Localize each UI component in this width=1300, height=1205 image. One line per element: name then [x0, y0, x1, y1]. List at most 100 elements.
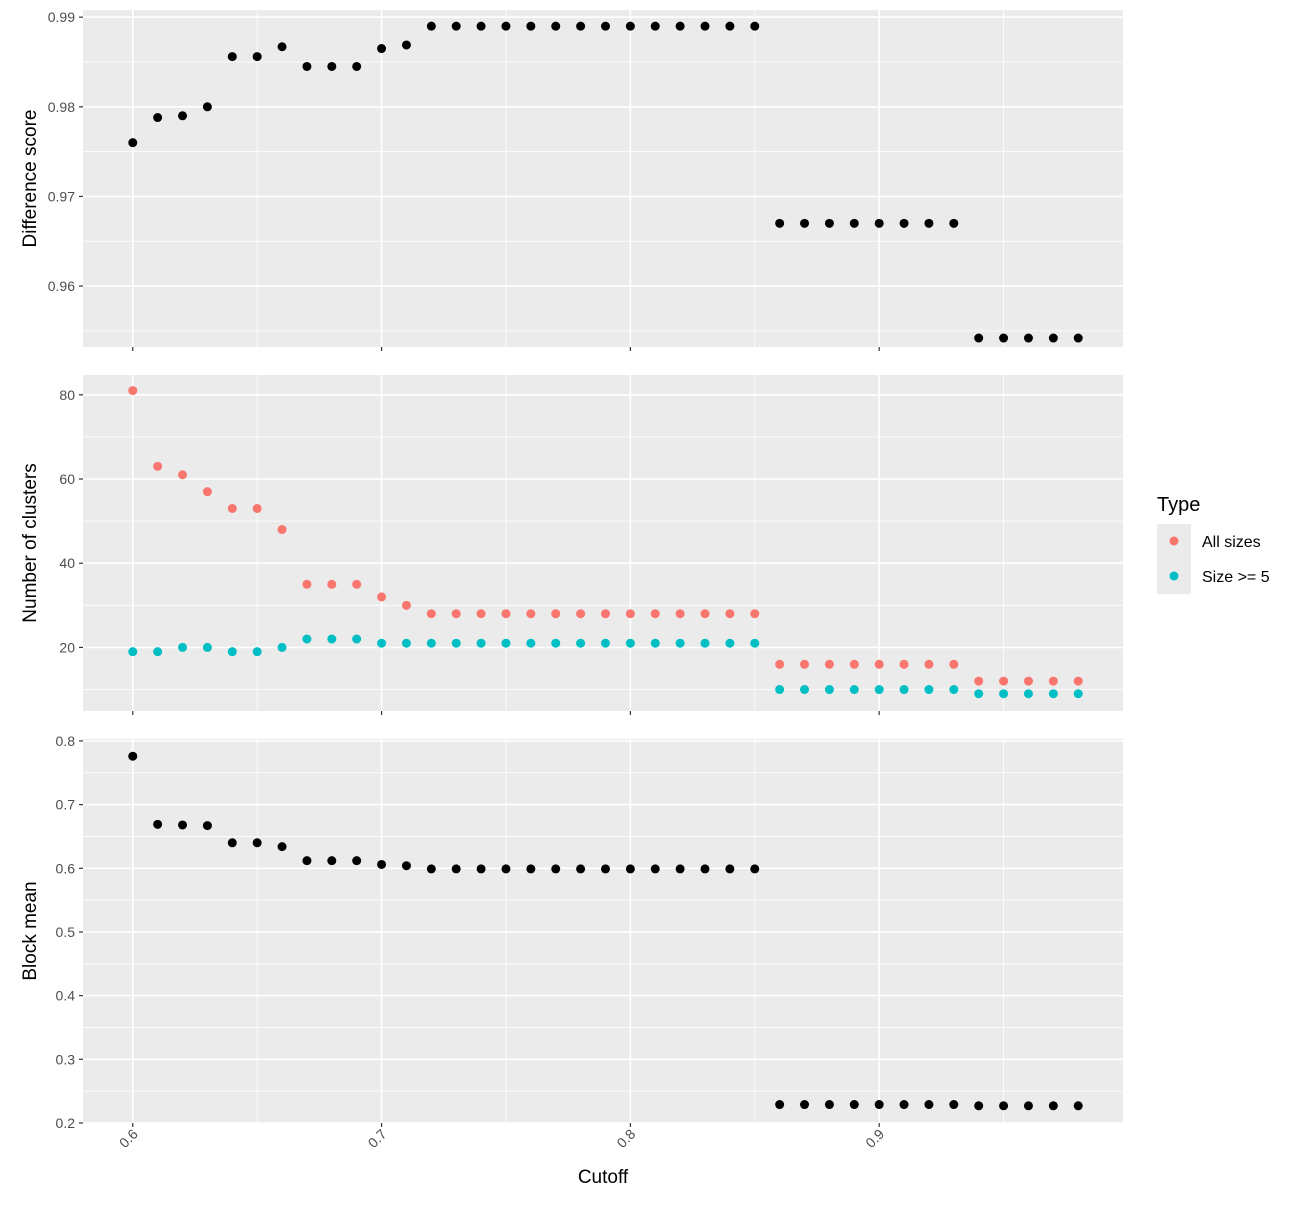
data-point	[128, 138, 138, 148]
data-point	[1073, 333, 1083, 343]
data-point	[302, 579, 312, 589]
data-point	[153, 647, 163, 657]
panels-group: 0.96 0.97 0.98 0.99 Difference score 20 40 60 80…	[20, 9, 1123, 1131]
data-point	[252, 647, 262, 657]
data-point	[974, 676, 984, 686]
data-point	[377, 44, 387, 54]
data-point	[650, 21, 660, 31]
data-point	[551, 609, 561, 619]
data-point	[227, 503, 237, 513]
data-point	[675, 609, 685, 619]
data-point	[949, 218, 959, 228]
y-tick-label: 0.98	[48, 99, 75, 115]
data-point	[675, 638, 685, 648]
data-point	[202, 102, 212, 112]
data-point	[277, 525, 287, 535]
data-point	[128, 386, 138, 396]
data-point	[725, 864, 735, 874]
data-point	[501, 864, 511, 874]
data-point	[824, 1100, 834, 1110]
data-point	[302, 856, 312, 866]
data-point	[725, 638, 735, 648]
data-point	[576, 609, 586, 619]
data-point	[924, 1100, 934, 1110]
data-point	[302, 61, 312, 71]
data-point	[501, 21, 511, 31]
y-tick-label: 0.3	[56, 1051, 76, 1067]
data-point	[178, 111, 188, 121]
data-point	[1023, 333, 1033, 343]
data-point	[352, 61, 362, 71]
data-point	[377, 592, 387, 602]
data-point	[526, 864, 536, 874]
data-point	[352, 856, 362, 866]
series-number-of-clusters-0	[128, 386, 1083, 686]
x-tick-label: 0.6	[116, 1126, 141, 1151]
data-point	[501, 638, 511, 648]
data-point	[551, 21, 561, 31]
data-point	[401, 600, 411, 610]
data-point	[775, 218, 785, 228]
data-point	[252, 52, 262, 62]
data-point	[725, 609, 735, 619]
data-point	[551, 864, 561, 874]
data-point	[949, 685, 959, 695]
data-point	[202, 487, 212, 497]
panel-number-of-clusters: 20 40 60 80 Number of clusters	[20, 375, 1123, 715]
data-point	[227, 52, 237, 62]
data-point	[800, 218, 810, 228]
data-point	[849, 218, 859, 228]
data-point	[600, 609, 610, 619]
series-difference-score-0	[128, 21, 1083, 343]
data-point	[451, 864, 461, 874]
series-block-mean-0	[128, 751, 1083, 1111]
data-point	[625, 609, 635, 619]
data-point	[999, 676, 1009, 686]
panel-background	[83, 10, 1123, 347]
data-point	[750, 638, 760, 648]
data-point	[526, 609, 536, 619]
data-point	[750, 864, 760, 874]
legend: Type All sizes Size >= 5	[1157, 494, 1270, 594]
data-point	[725, 21, 735, 31]
y-tick-label: 80	[59, 387, 75, 403]
data-point	[401, 638, 411, 648]
x-axis: 0.6 0.7 0.8 0.9	[116, 1126, 888, 1151]
data-point	[153, 113, 163, 123]
y-axis-title: Difference score	[20, 110, 41, 248]
data-point	[625, 864, 635, 874]
panel-block-mean: 0.2 0.3 0.4 0.5 0.6 0.7 0.8 Block mean	[20, 733, 1123, 1131]
data-point	[1048, 1101, 1058, 1111]
panel-difference-score: 0.96 0.97 0.98 0.99 Difference score	[20, 9, 1123, 351]
data-point	[675, 21, 685, 31]
data-point	[526, 21, 536, 31]
y-tick-label: 0.4	[56, 988, 76, 1004]
data-point	[874, 218, 884, 228]
data-point	[999, 689, 1009, 699]
data-point	[451, 21, 461, 31]
data-point	[999, 1101, 1009, 1111]
data-point	[1073, 689, 1083, 699]
data-point	[650, 638, 660, 648]
data-point	[625, 21, 635, 31]
data-point	[924, 218, 934, 228]
data-point	[775, 1100, 785, 1110]
data-point	[426, 609, 436, 619]
data-point	[252, 838, 262, 848]
data-point	[600, 638, 610, 648]
y-tick-label: 0.99	[48, 9, 75, 25]
y-tick-label: 20	[59, 639, 75, 655]
data-point	[974, 689, 984, 699]
data-point	[401, 40, 411, 50]
data-point	[775, 685, 785, 695]
data-point	[974, 1101, 984, 1111]
data-point	[202, 821, 212, 831]
data-point	[750, 609, 760, 619]
x-tick-label: 0.8	[613, 1126, 638, 1151]
data-point	[153, 461, 163, 471]
data-point	[277, 42, 287, 52]
y-tick-label: 0.7	[56, 797, 76, 813]
data-point	[849, 1100, 859, 1110]
x-axis-title: Cutoff	[578, 1167, 629, 1188]
